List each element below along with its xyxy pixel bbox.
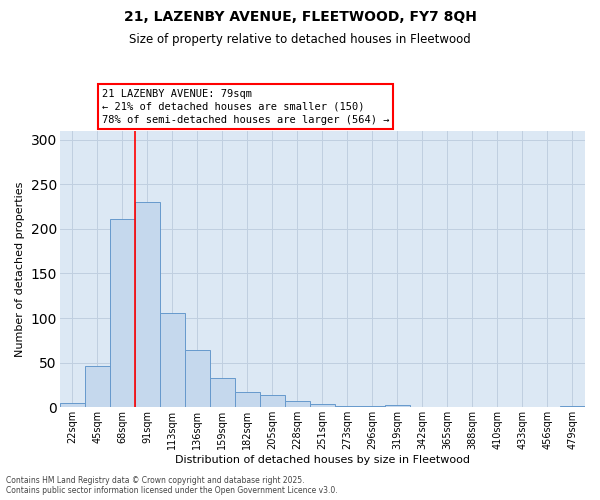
- X-axis label: Distribution of detached houses by size in Fleetwood: Distribution of detached houses by size …: [175, 455, 470, 465]
- Bar: [185, 350, 210, 408]
- Bar: [135, 202, 160, 408]
- Bar: [385, 404, 410, 407]
- Text: 21 LAZENBY AVENUE: 79sqm
← 21% of detached houses are smaller (150)
78% of semi-: 21 LAZENBY AVENUE: 79sqm ← 21% of detach…: [102, 88, 389, 125]
- Text: Contains HM Land Registry data © Crown copyright and database right 2025.
Contai: Contains HM Land Registry data © Crown c…: [6, 476, 338, 495]
- Bar: [210, 378, 235, 408]
- Bar: [335, 406, 360, 408]
- Bar: [160, 312, 185, 408]
- Bar: [110, 219, 135, 408]
- Bar: [310, 404, 335, 407]
- Y-axis label: Number of detached properties: Number of detached properties: [15, 182, 25, 356]
- Bar: [285, 401, 310, 407]
- Bar: [85, 366, 110, 408]
- Bar: [60, 403, 85, 407]
- Text: Size of property relative to detached houses in Fleetwood: Size of property relative to detached ho…: [129, 32, 471, 46]
- Text: 21, LAZENBY AVENUE, FLEETWOOD, FY7 8QH: 21, LAZENBY AVENUE, FLEETWOOD, FY7 8QH: [124, 10, 476, 24]
- Bar: [560, 406, 585, 407]
- Bar: [235, 392, 260, 407]
- Bar: [260, 395, 285, 407]
- Bar: [360, 406, 385, 408]
